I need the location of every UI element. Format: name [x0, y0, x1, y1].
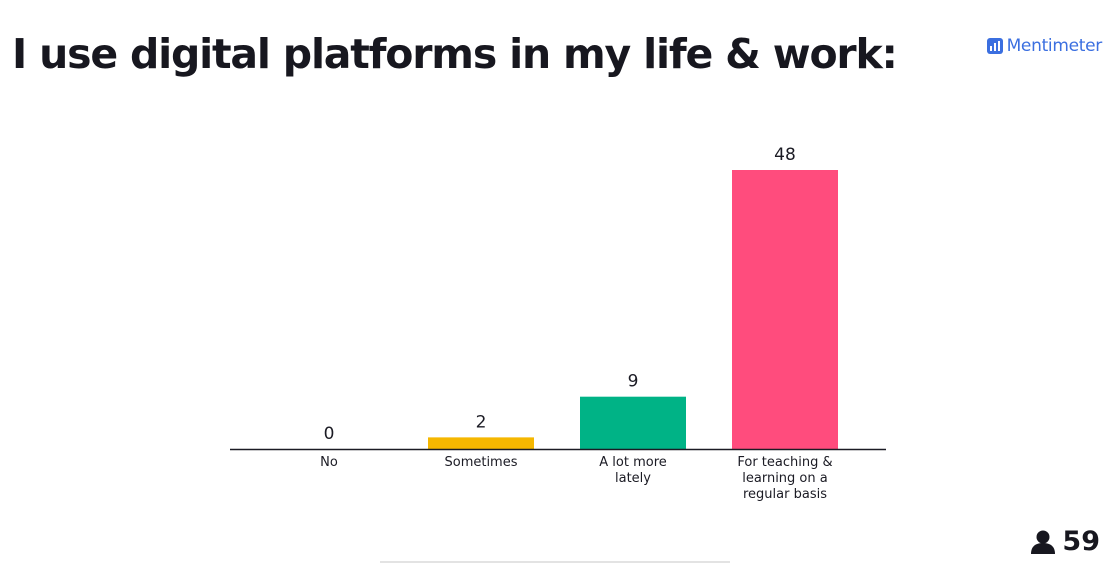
category-label: Sometimes	[444, 455, 517, 470]
slide-title: I use digital platforms in my life & wor…	[12, 30, 898, 78]
participant-count-value: 59	[1062, 526, 1100, 557]
bottom-divider	[380, 561, 730, 563]
mentimeter-logo-icon	[986, 38, 1003, 54]
person-icon	[1030, 529, 1056, 555]
data-label: 9	[628, 372, 639, 392]
data-label: 2	[476, 412, 487, 432]
participant-count: 59	[1030, 526, 1100, 557]
category-label: A lot more lately	[599, 455, 667, 486]
bar	[580, 396, 686, 449]
brand-name: Mentimeter	[1006, 36, 1103, 56]
bar	[428, 437, 534, 449]
bar	[732, 170, 838, 449]
data-label: 48	[774, 145, 796, 165]
data-label: 0	[324, 424, 335, 444]
brand-logo: Mentimeter	[986, 36, 1103, 56]
category-label: For teaching & learning on a regular basis	[737, 455, 832, 502]
category-label: No	[320, 455, 338, 470]
